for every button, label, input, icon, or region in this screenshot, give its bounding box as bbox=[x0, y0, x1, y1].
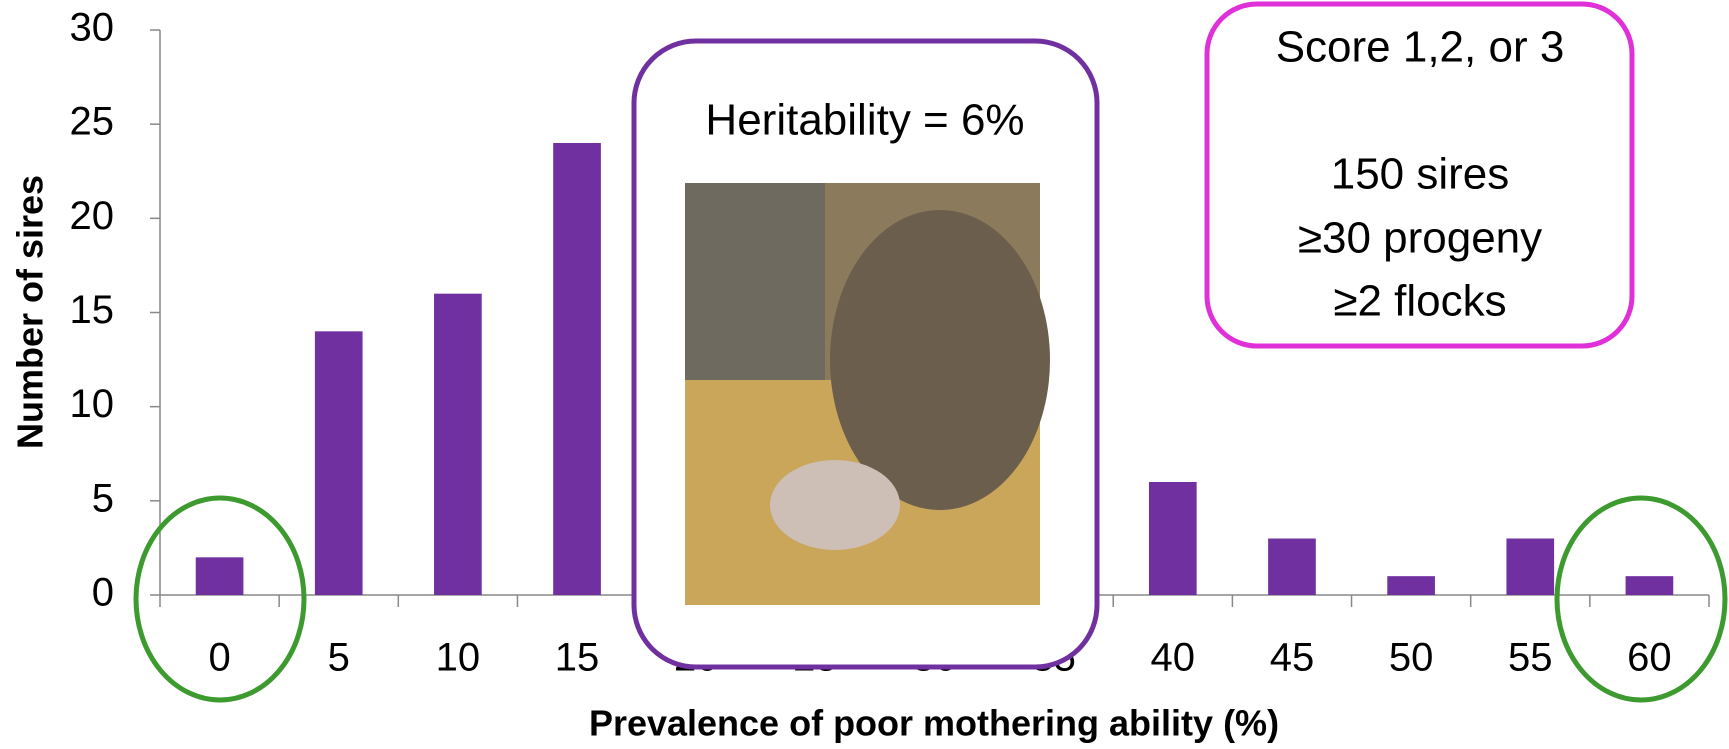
x-tick-label: 15 bbox=[555, 636, 600, 680]
x-tick-label: 45 bbox=[1270, 636, 1315, 680]
y-tick-label: 0 bbox=[92, 571, 114, 615]
bar bbox=[434, 293, 482, 595]
bar bbox=[1148, 482, 1197, 595]
y-tick-label: 10 bbox=[70, 382, 115, 426]
y-tick-label: 15 bbox=[70, 288, 115, 332]
x-tick-label: 5 bbox=[328, 636, 350, 680]
y-tick-label: 30 bbox=[70, 6, 115, 50]
x-axis-title: Prevalence of poor mothering ability (%) bbox=[589, 703, 1279, 744]
bar bbox=[1387, 576, 1435, 595]
x-tick-label: 0 bbox=[208, 636, 230, 680]
bar bbox=[1625, 576, 1674, 595]
info-text: 150 sires bbox=[1331, 150, 1510, 199]
bar bbox=[1506, 538, 1555, 595]
bar bbox=[314, 331, 363, 595]
y-tick-label: 20 bbox=[70, 194, 115, 238]
x-tick-label: 10 bbox=[436, 636, 481, 680]
info-text: ≥30 progeny bbox=[1298, 214, 1542, 263]
photo-lamb bbox=[770, 460, 900, 550]
highlight-ellipse bbox=[1554, 495, 1728, 703]
x-tick-label: 50 bbox=[1389, 636, 1434, 680]
plot: 051015202530051015202530354045505560 bbox=[70, 6, 1710, 680]
bar bbox=[195, 557, 244, 595]
bar bbox=[553, 143, 601, 595]
x-tick-label: 55 bbox=[1508, 636, 1553, 680]
photo-sheep bbox=[830, 210, 1050, 510]
y-tick-label: 5 bbox=[92, 476, 114, 520]
y-axis-title: Number of sires bbox=[10, 175, 51, 449]
info-text: Score 1,2, or 3 bbox=[1276, 23, 1565, 72]
photo bbox=[685, 183, 1050, 605]
info-box bbox=[1204, 1, 1635, 349]
highlight-ellipse bbox=[133, 495, 307, 703]
bar bbox=[1268, 538, 1316, 595]
heritability-text: Heritability = 6% bbox=[705, 96, 1024, 145]
x-tick-label: 60 bbox=[1627, 636, 1672, 680]
x-tick-label: 40 bbox=[1151, 636, 1196, 680]
y-tick-label: 25 bbox=[70, 100, 115, 144]
info-text: ≥2 flocks bbox=[1333, 277, 1506, 326]
